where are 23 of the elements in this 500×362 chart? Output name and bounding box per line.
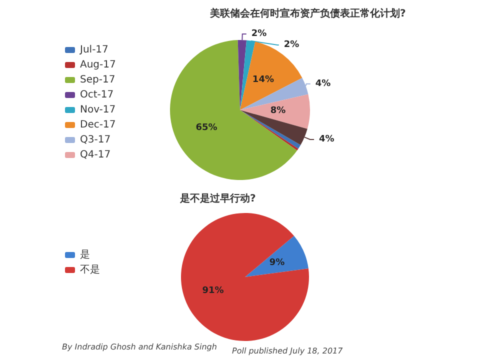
legend-label: Q4-17 <box>80 150 111 160</box>
legend-label: 是 <box>80 250 90 260</box>
data-label: 65% <box>196 122 218 133</box>
data-label: 2% <box>251 29 267 40</box>
legend-label: Sep-17 <box>80 74 116 86</box>
legend-label: Jul-17 <box>79 44 108 56</box>
data-label: 4% <box>319 134 334 144</box>
chart-title: 是不是过早行动? <box>179 192 256 204</box>
chart-title: 美联储会在何时宣布资产负债表正常化计划? <box>209 8 406 20</box>
legend-label: Nov-17 <box>80 104 116 116</box>
legend-label: 不是 <box>80 264 100 276</box>
data-label: 4% <box>315 78 331 89</box>
data-label: 8% <box>270 106 286 116</box>
text: By Indradip Ghosh and Kanishka Singh <box>62 342 217 352</box>
data-label: 14% <box>252 74 274 85</box>
legend-label: Oct-17 <box>80 90 114 100</box>
legend-label: Dec-17 <box>80 120 116 130</box>
data-label: 9% <box>269 258 285 268</box>
data-label: 91% <box>202 286 224 296</box>
text: Poll published July 18, 2017 <box>232 346 344 356</box>
data-label: 2% <box>284 40 300 50</box>
legend-label: Q3-17 <box>80 134 111 146</box>
legend-label: Aug-17 <box>80 60 116 70</box>
